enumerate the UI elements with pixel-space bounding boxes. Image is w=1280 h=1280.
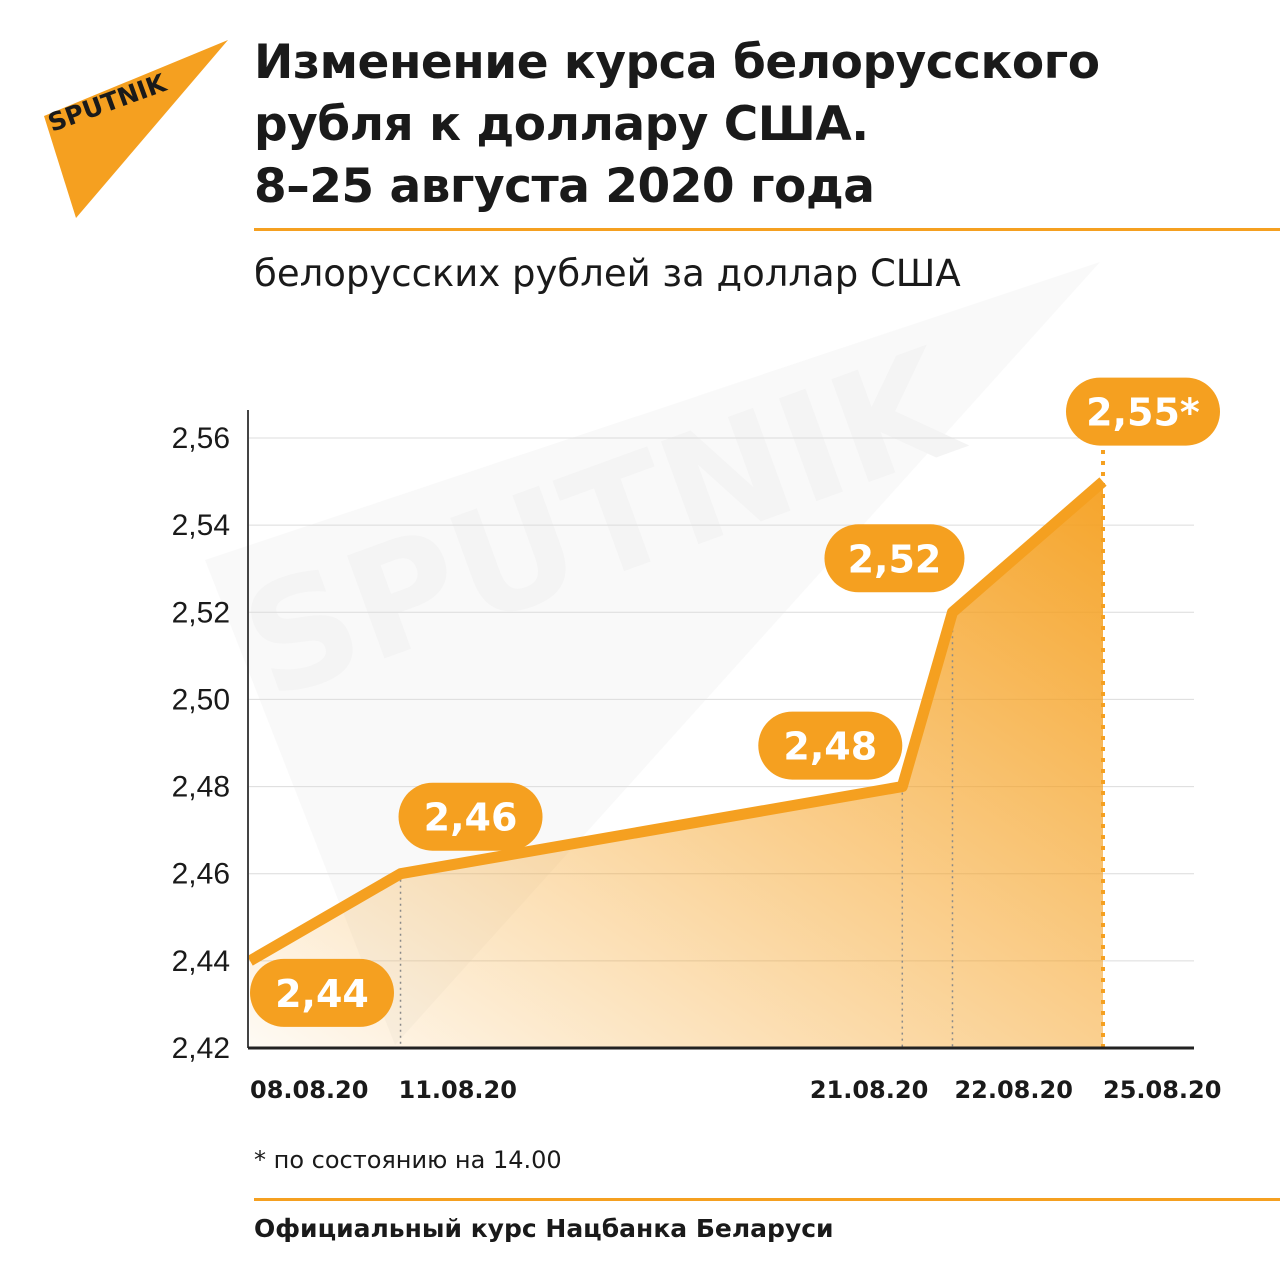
- x-tick-labels: 08.08.20 11.08.20 21.08.20 22.08.20 25.08.20: [250, 1076, 1221, 1104]
- data-label-bg: [824, 524, 965, 593]
- y-tick-labels: 2,42 2,44 2,46 2,48 2,50 2,52 2,54 2,56: [172, 422, 230, 1065]
- title-line-2: рубля к доллару США.: [254, 97, 869, 152]
- x-tick-label: 22.08.20: [954, 1076, 1072, 1104]
- data-label-bg: [1066, 377, 1220, 446]
- data-label-text: 2,48: [783, 725, 877, 769]
- y-tick-label: 2,42: [172, 1032, 230, 1065]
- data-label-bg: [398, 782, 543, 851]
- data-label: 2,44: [250, 958, 394, 1027]
- y-tick-label: 2,54: [172, 509, 230, 542]
- data-label-bg: [758, 711, 903, 780]
- axes: [247, 410, 1194, 1050]
- x-tick-label: 11.08.20: [399, 1076, 517, 1104]
- data-label: 2,52: [824, 524, 965, 593]
- data-label-text: 2,46: [424, 796, 518, 840]
- y-tick-label: 2,48: [172, 771, 230, 804]
- data-label: 2,46: [398, 782, 543, 851]
- series-line-layer: [247, 477, 1107, 966]
- header-divider: [254, 228, 1280, 231]
- drop-lines: [399, 450, 1105, 1048]
- footnote: * по состоянию на 14.00: [254, 1146, 562, 1174]
- data-label: 2,48: [758, 711, 903, 780]
- y-tick-label: 2,50: [172, 683, 230, 716]
- x-tick-label: 08.08.20: [250, 1076, 368, 1104]
- data-label-text: 2,52: [848, 537, 942, 581]
- sputnik-logo: SPUTNIK: [44, 40, 228, 218]
- data-label: 2,55*: [1066, 377, 1220, 446]
- y-tick-label: 2,56: [172, 422, 230, 455]
- data-labels: 2,44 2,46 2,48 2,52 2,55*: [250, 377, 1220, 1027]
- title-line-1: Изменение курса белорусского: [254, 35, 1100, 90]
- series-line: [247, 477, 1107, 966]
- page-title: Изменение курса белорусского рубля к дол…: [254, 32, 1254, 218]
- data-label-bg: [250, 958, 394, 1027]
- y-tick-label: 2,52: [172, 596, 230, 629]
- footer-divider: [254, 1198, 1280, 1201]
- chart-subtitle: белорусских рублей за доллар США: [254, 252, 961, 295]
- x-tick-label: 21.08.20: [810, 1076, 928, 1104]
- title-line-3: 8–25 августа 2020 года: [254, 159, 875, 214]
- y-tick-label: 2,44: [172, 945, 230, 978]
- area-fill: [250, 481, 1103, 1049]
- source-note: Официальный курс Нацбанка Беларуси: [254, 1214, 834, 1243]
- area-fill-layer: [250, 481, 1103, 1049]
- y-tick-label: 2,46: [172, 858, 230, 891]
- data-label-text: 2,44: [275, 972, 369, 1016]
- data-label-text: 2,55*: [1086, 391, 1200, 435]
- x-tick-label: 25.08.20: [1103, 1076, 1221, 1104]
